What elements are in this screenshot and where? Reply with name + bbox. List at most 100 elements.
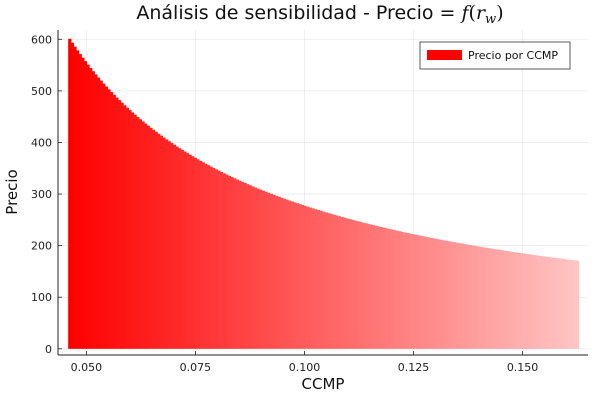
bar <box>201 162 205 349</box>
y-tick-label: 600 <box>31 33 52 46</box>
bar <box>199 160 203 349</box>
bars <box>68 38 580 349</box>
bar <box>557 258 561 349</box>
bar <box>272 194 276 349</box>
bar <box>217 170 221 349</box>
axes <box>57 30 588 356</box>
bar <box>492 248 496 349</box>
bar <box>350 219 355 349</box>
y-tick-label: 0 <box>45 343 52 356</box>
bar <box>408 233 412 349</box>
bar <box>104 86 109 349</box>
bar <box>172 144 177 349</box>
bar <box>206 165 211 349</box>
title-math-open-paren: ( <box>469 2 476 24</box>
bar <box>86 64 90 349</box>
bar <box>327 213 331 349</box>
bar <box>290 201 294 349</box>
bar <box>431 238 436 349</box>
bar <box>311 208 315 349</box>
bar <box>130 112 135 349</box>
bar <box>264 191 268 349</box>
bar <box>183 151 187 349</box>
bar <box>374 225 378 349</box>
bar <box>395 230 399 349</box>
bar <box>149 127 153 349</box>
bar <box>308 207 313 349</box>
bar <box>188 154 192 349</box>
bar <box>70 42 75 349</box>
ticks: 0.050 0.075 0.100 0.125 0.150 0 100 200 300 400 50… <box>31 33 538 374</box>
bar <box>502 250 506 349</box>
bar <box>379 227 383 349</box>
bar <box>371 225 375 349</box>
bar <box>154 131 158 349</box>
bar <box>520 253 525 349</box>
bar <box>486 248 491 349</box>
bar <box>426 237 430 349</box>
bar <box>573 260 577 349</box>
bar <box>544 256 548 349</box>
bar <box>536 255 540 349</box>
bar <box>233 178 237 349</box>
bar <box>227 175 232 349</box>
bar <box>494 249 499 349</box>
bar <box>489 248 493 349</box>
bar <box>295 203 300 349</box>
title-math-subscript-w: w <box>485 12 496 27</box>
bar <box>335 215 339 349</box>
bar <box>356 221 360 349</box>
bar <box>390 229 394 349</box>
bar <box>547 256 551 349</box>
bar <box>505 250 509 349</box>
bar <box>301 205 305 349</box>
bar <box>437 239 441 349</box>
bar <box>484 247 488 349</box>
bar <box>261 190 266 349</box>
bar <box>288 200 292 349</box>
x-tick-label: 0.150 <box>507 361 539 374</box>
bar <box>162 137 166 349</box>
bar <box>191 156 195 349</box>
bar <box>361 222 365 349</box>
bar <box>348 219 352 349</box>
bar <box>314 209 318 349</box>
bar <box>280 197 284 349</box>
bar <box>552 257 556 349</box>
bar <box>539 255 543 349</box>
bar <box>128 110 132 349</box>
bar <box>180 149 184 349</box>
legend-swatch <box>427 50 462 60</box>
x-tick-label: 0.125 <box>398 361 430 374</box>
title-prefix: Análisis de sensibilidad - Precio = <box>136 2 461 24</box>
bar <box>214 169 218 349</box>
title-math-r: r <box>476 2 487 24</box>
x-tick-label: 0.100 <box>289 361 321 374</box>
bar <box>157 133 161 349</box>
bar <box>133 114 137 349</box>
bar <box>510 251 514 349</box>
bar <box>337 216 341 349</box>
bar <box>479 246 483 349</box>
bar <box>120 102 124 349</box>
bar <box>366 223 370 349</box>
bar <box>329 213 334 349</box>
bar <box>400 231 404 349</box>
bar <box>497 249 501 349</box>
bar <box>267 192 271 349</box>
bar <box>403 232 407 349</box>
bar <box>306 206 310 349</box>
bar <box>568 259 572 349</box>
bar <box>167 141 171 349</box>
bar <box>73 46 77 349</box>
bar <box>112 94 116 349</box>
bar <box>471 245 475 349</box>
bar <box>277 196 281 349</box>
bar <box>434 238 438 349</box>
legend-label: Precio por CCMP <box>468 49 558 62</box>
bar <box>107 89 111 349</box>
bar <box>251 186 255 349</box>
bar <box>298 204 302 349</box>
bar <box>411 234 415 349</box>
